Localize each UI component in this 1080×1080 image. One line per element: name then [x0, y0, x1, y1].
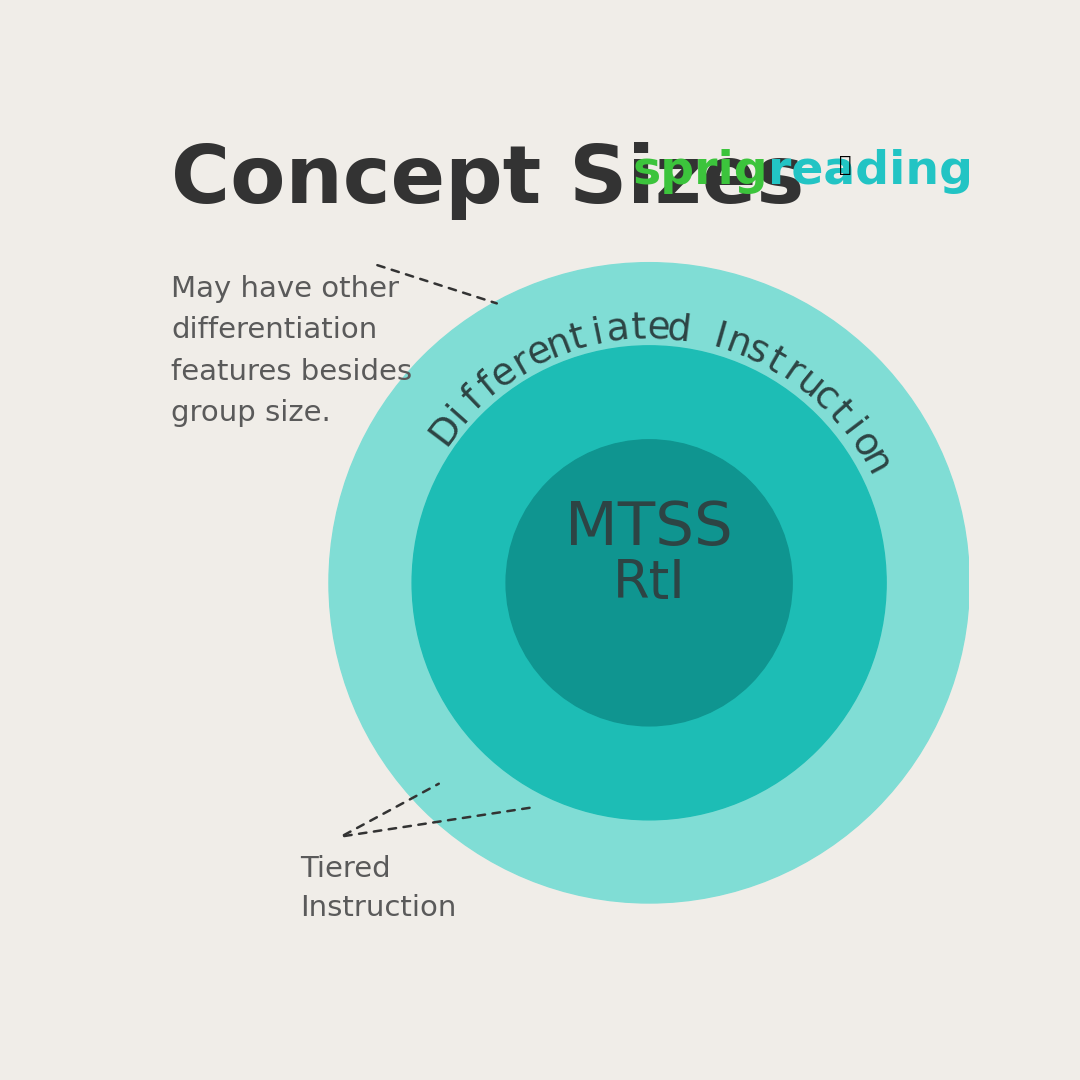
Circle shape	[329, 262, 970, 903]
Text: n: n	[852, 445, 895, 482]
Text: 🌿: 🌿	[839, 156, 851, 175]
Circle shape	[507, 440, 792, 726]
Text: t: t	[821, 395, 858, 431]
Text: reading: reading	[768, 149, 973, 193]
Text: D: D	[422, 407, 469, 453]
Circle shape	[413, 346, 886, 820]
Text: f: f	[472, 367, 504, 404]
Text: t: t	[566, 319, 590, 357]
Text: i: i	[590, 314, 607, 352]
Text: n: n	[721, 324, 756, 365]
Text: MTSS: MTSS	[565, 499, 733, 558]
Text: i: i	[835, 414, 869, 444]
Text: RtI: RtI	[612, 557, 686, 609]
Text: s: s	[741, 332, 774, 373]
Text: d: d	[665, 311, 693, 349]
Text: r: r	[777, 353, 810, 392]
Text: sprig: sprig	[633, 149, 768, 193]
Text: c: c	[805, 378, 845, 419]
Text: Concept Sizes: Concept Sizes	[171, 143, 805, 220]
Text: o: o	[842, 427, 885, 465]
Text: u: u	[788, 364, 829, 406]
Text: t: t	[760, 342, 791, 381]
Text: r: r	[507, 343, 538, 382]
Text: e: e	[485, 352, 524, 394]
Text: e: e	[647, 310, 671, 347]
Text: I: I	[710, 320, 730, 357]
Text: i: i	[442, 399, 475, 430]
Text: e: e	[522, 332, 558, 374]
Text: n: n	[541, 324, 577, 366]
Text: f: f	[456, 381, 490, 417]
Text: Tiered
Instruction: Tiered Instruction	[300, 854, 456, 921]
Text: t: t	[631, 310, 647, 347]
Text: a: a	[605, 311, 632, 350]
Text: May have other
differentiation
features besides
group size.: May have other differentiation features …	[171, 275, 413, 427]
